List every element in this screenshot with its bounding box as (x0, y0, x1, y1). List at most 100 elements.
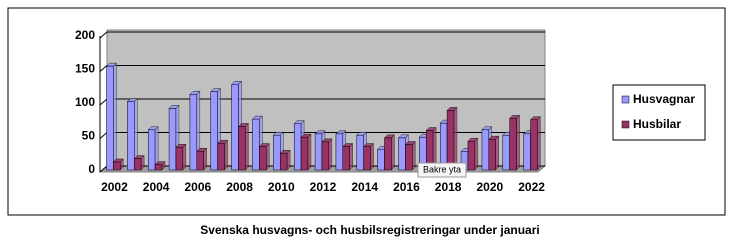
bar-top (425, 127, 437, 131)
x-tick-label: 2012 (310, 180, 337, 194)
bar-top (231, 80, 243, 85)
x-tick-label: 2008 (226, 180, 253, 194)
bar (113, 161, 121, 171)
legend-swatch (621, 95, 630, 104)
x-tick-label: 2006 (185, 180, 212, 194)
bar-top (251, 115, 263, 120)
bar-top (217, 139, 229, 144)
bar-top (335, 130, 347, 135)
y-tick-label: 200 (75, 28, 95, 42)
bar (481, 129, 490, 171)
bar (217, 142, 225, 171)
tooltip-box (417, 162, 467, 178)
bar-top (237, 123, 250, 127)
bar (405, 144, 413, 171)
bar-top (383, 134, 396, 139)
y-tick-label: 50 (82, 129, 96, 143)
legend-box (612, 84, 706, 141)
bar-top (300, 133, 312, 138)
bar (530, 119, 538, 171)
bar-top (279, 150, 291, 154)
bar-side (266, 142, 270, 171)
bar (154, 164, 163, 171)
legend-label: Husvagnar (633, 92, 695, 106)
x-tick-label: 2018 (435, 180, 462, 194)
bar (314, 133, 323, 171)
bar (210, 91, 218, 171)
x-tick-label: 2004 (143, 180, 170, 194)
bar-side (203, 147, 207, 171)
bar-side (113, 62, 117, 171)
bar (252, 118, 260, 171)
bar-side (182, 143, 187, 171)
bar-side (349, 142, 353, 171)
bar-side (307, 133, 312, 171)
bar-top (363, 143, 375, 147)
bar (377, 148, 385, 171)
bar-side (453, 106, 458, 171)
bar-top (529, 116, 542, 120)
bar (175, 146, 184, 171)
x-tick-label: 2022 (518, 180, 545, 194)
x-tick-label: 2014 (351, 180, 378, 194)
bar-top (488, 135, 500, 140)
bar (446, 110, 455, 171)
bar (238, 126, 246, 171)
bar-top (133, 155, 145, 159)
bar-top (168, 105, 180, 109)
bar-top (154, 161, 166, 165)
bar (259, 146, 267, 171)
bar-side (516, 114, 520, 171)
bar (335, 133, 344, 171)
bar-side (370, 142, 374, 171)
bar-top (196, 147, 208, 152)
bar (509, 118, 517, 171)
bar-top (210, 88, 222, 92)
bar-top (509, 115, 521, 119)
bar (231, 83, 239, 171)
bar-top (342, 143, 354, 147)
chart-frame (7, 7, 726, 216)
bar (189, 94, 198, 171)
bar (502, 134, 510, 171)
bar-side (495, 135, 499, 171)
bar-top (404, 141, 416, 145)
bar-side (412, 140, 416, 171)
bar-top (105, 62, 117, 67)
bar-top (112, 158, 124, 163)
bar-top (175, 143, 187, 148)
bar-top (126, 98, 138, 102)
bar (147, 129, 156, 171)
bar-top (321, 138, 333, 143)
tooltip: Bakre yta (423, 164, 461, 174)
bar (321, 141, 330, 171)
bar (127, 101, 135, 171)
bar (293, 123, 302, 171)
bar-side (286, 149, 291, 171)
bar-top (293, 120, 305, 125)
bar (523, 133, 531, 171)
grid-line (99, 31, 545, 39)
chart-title: Svenska husvagns- och husbilsregistrerin… (200, 223, 539, 237)
bar-side (328, 138, 333, 171)
bar (488, 138, 496, 171)
bar (106, 65, 114, 171)
legend-label: Husbilar (633, 117, 681, 131)
bar-top (258, 143, 270, 147)
bar (273, 134, 281, 171)
y-tick-label: 0 (88, 162, 95, 176)
bar (356, 134, 364, 171)
bar (279, 153, 288, 171)
bar-top (314, 130, 326, 135)
x-tick-label: 2010 (268, 180, 295, 194)
x-tick-label: 2020 (477, 180, 504, 194)
legend-swatch (621, 120, 630, 129)
bar-top (467, 137, 479, 142)
x-tick-label: 2002 (101, 180, 128, 194)
bar (384, 137, 392, 171)
bar-top (189, 91, 201, 95)
x-tick-label: 2016 (393, 180, 420, 194)
y-tick-label: 100 (75, 95, 95, 109)
bar-side (474, 137, 479, 171)
